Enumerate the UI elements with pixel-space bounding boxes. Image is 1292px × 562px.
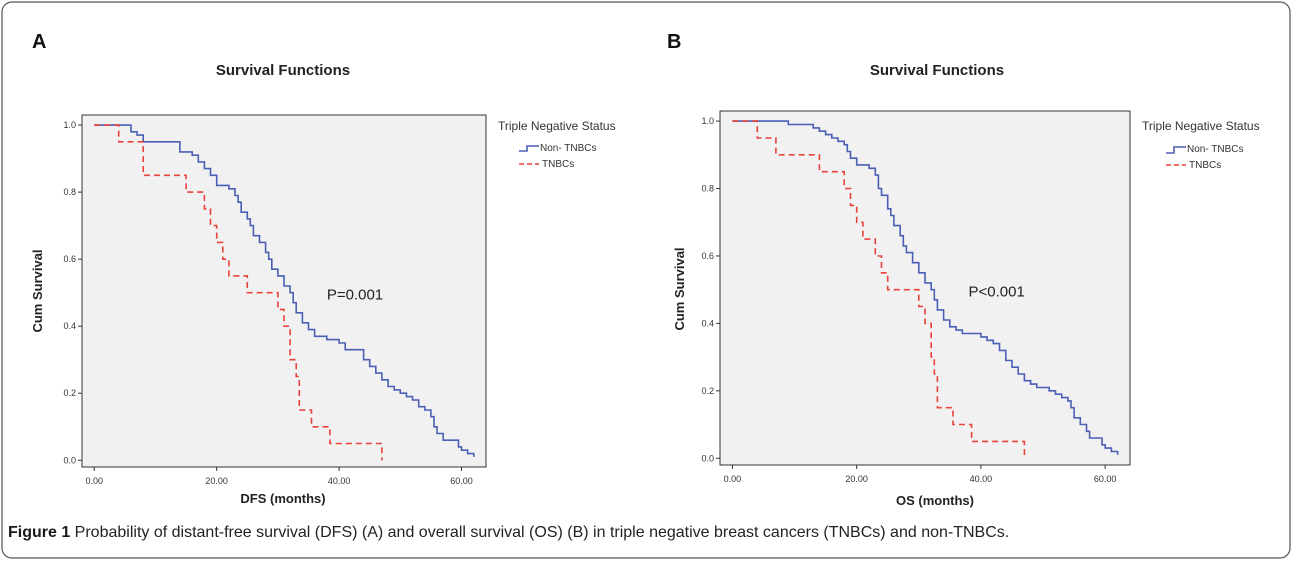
y-tick-label: 0.8 [701, 184, 714, 194]
y-tick-label: 0.2 [701, 386, 714, 396]
y-tick-label: 0.8 [63, 187, 76, 197]
y-axis-label: Cum Survival [30, 249, 45, 332]
y-tick-label: 1.0 [701, 116, 714, 126]
figure-caption: Figure 1 Probability of distant-free sur… [8, 524, 1284, 542]
x-tick-label: 20.00 [205, 476, 228, 486]
plot-border [719, 110, 1131, 466]
legend-item-tnbcs: TNBCs [519, 159, 574, 170]
x-tick-label: 0.00 [85, 476, 103, 486]
y-tick-label: 0.4 [701, 318, 714, 328]
plot-border [81, 114, 487, 468]
chart-title: Survival Functions [870, 62, 1004, 79]
y-tick-label: 0.6 [63, 254, 76, 264]
y-tick-label: 0.6 [701, 251, 714, 261]
legend-label-non-tnbcs: Non- TNBCs [1187, 144, 1244, 155]
legend-title: Triple Negative Status [498, 119, 616, 133]
series-line-tnbcs [732, 120, 1026, 459]
x-axis-label: OS (months) [896, 493, 974, 508]
x-tick-label: 60.00 [450, 476, 473, 486]
legend-item-tnbcs: TNBCs [1166, 160, 1221, 171]
x-tick-label: 20.00 [845, 474, 868, 484]
series-line-non-tnbcs [94, 124, 475, 457]
series-line-tnbcs [94, 124, 383, 461]
x-tick-label: 40.00 [970, 474, 993, 484]
legend-title: Triple Negative Status [1142, 119, 1260, 133]
legend-swatch-non-tnbcs [1166, 146, 1186, 154]
panel-a: A Survival Functions 0.00 20.00 40.00 60.00… [30, 31, 616, 506]
legend-item-non-tnbcs: Non- TNBCs [1166, 144, 1244, 155]
p-value-annotation: P=0.001 [327, 286, 383, 303]
chart-title: Survival Functions [216, 62, 350, 79]
y-tick-label: 0.0 [701, 453, 714, 463]
legend-item-non-tnbcs: Non- TNBCs [519, 143, 597, 154]
y-tick-label: 0.2 [63, 388, 76, 398]
legend-label-tnbcs: TNBCs [542, 159, 574, 170]
legend-label-non-tnbcs: Non- TNBCs [540, 143, 597, 154]
legend-swatch-non-tnbcs [519, 145, 539, 152]
y-axis-label: Cum Survival [672, 247, 687, 330]
x-tick-label: 60.00 [1094, 474, 1117, 484]
series-line-non-tnbcs [732, 120, 1119, 455]
plot-area [720, 111, 1130, 465]
x-axis-label: DFS (months) [240, 491, 325, 506]
panel-b: B Survival Functions 0.00 20.00 40.00 60.00… [667, 31, 1260, 508]
y-tick-label: 0.4 [63, 321, 76, 331]
p-value-annotation: P<0.001 [968, 283, 1024, 300]
x-tick-label: 40.00 [328, 476, 351, 486]
figure-label: Figure 1 [8, 524, 71, 541]
y-tick-label: 1.0 [63, 120, 76, 130]
panel-label: B [667, 31, 681, 53]
y-tick-label: 0.0 [63, 455, 76, 465]
x-tick-label: 0.00 [724, 474, 742, 484]
panel-label: A [32, 31, 46, 53]
plot-area [82, 115, 486, 467]
legend-label-tnbcs: TNBCs [1189, 160, 1221, 171]
figure-caption-text: Probability of distant-free survival (DF… [70, 524, 1010, 541]
